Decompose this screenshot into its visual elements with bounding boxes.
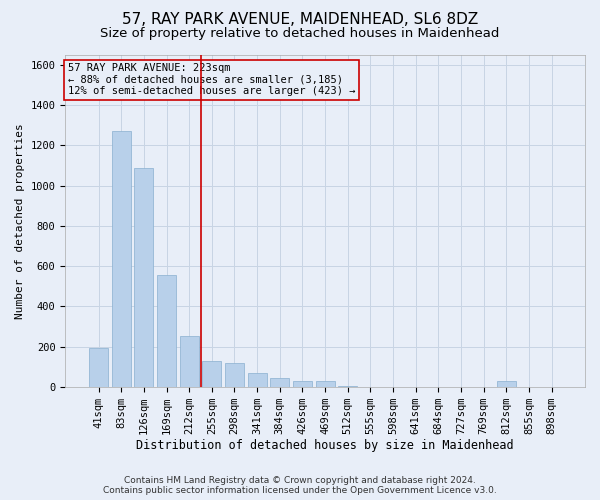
Text: 57 RAY PARK AVENUE: 223sqm
← 88% of detached houses are smaller (3,185)
12% of s: 57 RAY PARK AVENUE: 223sqm ← 88% of deta…: [68, 64, 355, 96]
X-axis label: Distribution of detached houses by size in Maidenhead: Distribution of detached houses by size …: [136, 440, 514, 452]
Bar: [157, 275, 176, 386]
Bar: [179, 336, 199, 386]
Bar: [293, 380, 312, 386]
Bar: [112, 132, 131, 386]
Bar: [202, 360, 221, 386]
Bar: [316, 380, 335, 386]
Y-axis label: Number of detached properties: Number of detached properties: [15, 123, 25, 318]
Bar: [497, 380, 516, 386]
Bar: [89, 348, 108, 387]
Text: Contains HM Land Registry data © Crown copyright and database right 2024.
Contai: Contains HM Land Registry data © Crown c…: [103, 476, 497, 495]
Bar: [134, 168, 154, 386]
Text: 57, RAY PARK AVENUE, MAIDENHEAD, SL6 8DZ: 57, RAY PARK AVENUE, MAIDENHEAD, SL6 8DZ: [122, 12, 478, 28]
Text: Size of property relative to detached houses in Maidenhead: Size of property relative to detached ho…: [100, 28, 500, 40]
Bar: [248, 372, 267, 386]
Bar: [225, 362, 244, 386]
Bar: [270, 378, 289, 386]
